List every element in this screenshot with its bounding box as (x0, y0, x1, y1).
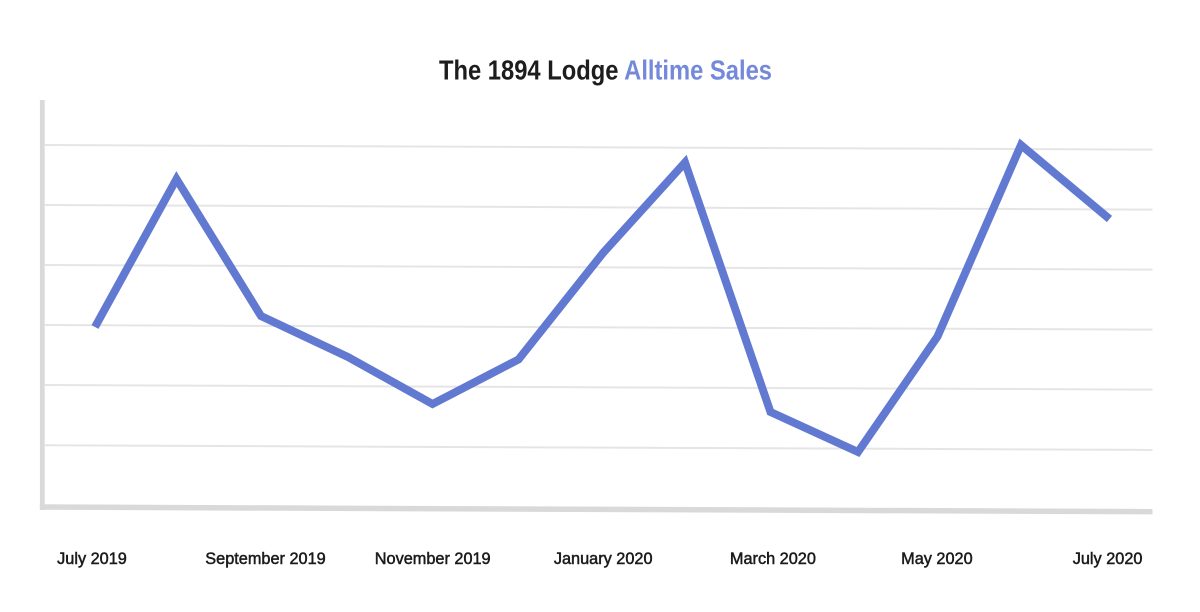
svg-text:September 2019: September 2019 (205, 550, 325, 568)
svg-text:January 2020: January 2020 (554, 550, 653, 568)
svg-text:July 2020: July 2020 (1073, 550, 1143, 568)
svg-text:November 2019: November 2019 (375, 550, 491, 568)
svg-text:July 2019: July 2019 (57, 550, 127, 568)
svg-text:March 2020: March 2020 (730, 550, 816, 568)
svg-text:May 2020: May 2020 (901, 550, 973, 568)
svg-text:The 1894 Lodge Alltime Sales: The 1894 Lodge Alltime Sales (439, 55, 772, 86)
